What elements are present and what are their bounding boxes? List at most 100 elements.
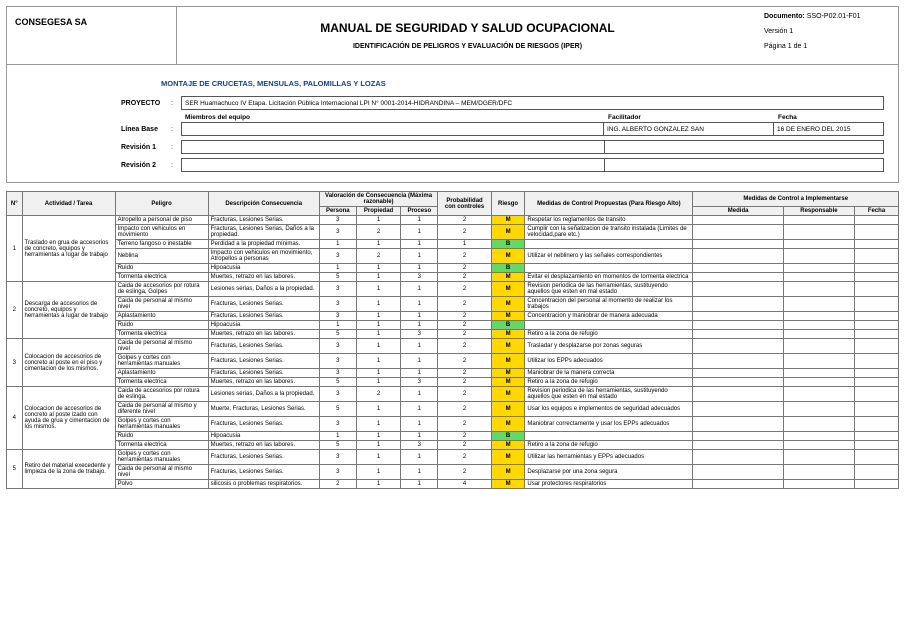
th-mci: Medidas de Control a Implementarse — [693, 192, 899, 207]
cell-riesgo: M — [491, 312, 525, 321]
cell-propiedad: 1 — [356, 312, 400, 321]
cell-medida-imp — [693, 216, 783, 225]
cell-peligro: Caida de personal al mismo nivel — [115, 339, 208, 354]
table-row: RuidoHipoacusia1112B — [7, 264, 899, 273]
cell-medida-imp — [693, 282, 783, 297]
cell-desc: Fracturas, Lesiones Serias. — [208, 369, 319, 378]
cell-prob: 2 — [438, 450, 491, 465]
cell-medida-imp — [693, 240, 783, 249]
cell-proceso: 1 — [401, 297, 438, 312]
company-name: CONSEGESA SA — [7, 7, 177, 64]
cell-persona: 3 — [319, 312, 356, 321]
cell-medidas: Revision periodica de las herramientas, … — [525, 387, 693, 402]
cell-persona: 2 — [319, 480, 356, 489]
cell-medidas: Maniobrar correctamente y usar los EPPs … — [525, 417, 693, 432]
cell-responsable — [783, 312, 854, 321]
cell-peligro: Ruido — [115, 321, 208, 330]
cell-propiedad: 1 — [356, 432, 400, 441]
lineabase-row: Línea Base : ING. ALBERTO GONZALEZ SAN 1… — [21, 122, 884, 136]
cell-peligro: Aplastamiento — [115, 312, 208, 321]
cell-prob: 2 — [438, 216, 491, 225]
cell-desc: Fracturas, Lesiones Serias. — [208, 354, 319, 369]
cell-persona: 3 — [319, 282, 356, 297]
cell-propiedad: 1 — [356, 441, 400, 450]
cell-prob: 2 — [438, 378, 491, 387]
cell-desc: Fracturas, Lesiones Serias. — [208, 297, 319, 312]
cell-medidas: Trasladar y desplazarse por zonas segura… — [525, 339, 693, 354]
cell-peligro: Tormenta electrica — [115, 273, 208, 282]
cell-prob: 2 — [438, 321, 491, 330]
cell-responsable — [783, 417, 854, 432]
cell-prob: 2 — [438, 369, 491, 378]
cell-desc: Muerte, Fracturas, Lesiones Serias. — [208, 402, 319, 417]
cell-responsable — [783, 216, 854, 225]
cell-medidas: Evitar el desplazamiento en momentos de … — [525, 273, 693, 282]
cell-proceso: 3 — [401, 378, 438, 387]
cell-persona: 3 — [319, 339, 356, 354]
cell-riesgo: M — [491, 417, 525, 432]
cell-medidas: Usar protectores respiratorios — [525, 480, 693, 489]
cell-riesgo: M — [491, 441, 525, 450]
cell-desc: Lesiones serias, Daños a la propiedad. — [208, 387, 319, 402]
cell-persona: 1 — [319, 240, 356, 249]
section-title: MONTAJE DE CRUCETAS, MENSULAS, PALOMILLA… — [161, 79, 884, 88]
cell-riesgo: M — [491, 387, 525, 402]
cell-fecha — [854, 339, 898, 354]
cell-activity: Colocacion de accesorios de concreto al … — [22, 339, 115, 387]
cell-persona: 3 — [319, 369, 356, 378]
cell-riesgo: M — [491, 354, 525, 369]
cell-propiedad: 2 — [356, 225, 400, 240]
th-n: N° — [7, 192, 23, 216]
cell-riesgo: M — [491, 297, 525, 312]
cell-fecha — [854, 465, 898, 480]
cell-medidas — [525, 321, 693, 330]
cell-proceso: 1 — [401, 312, 438, 321]
table-row: Tormenta electricaMuertes, retrazo en la… — [7, 378, 899, 387]
cell-fecha — [854, 225, 898, 240]
cell-propiedad: 1 — [356, 264, 400, 273]
cell-medida-imp — [693, 225, 783, 240]
cell-medidas: Usar los equipos e implementos de seguri… — [525, 402, 693, 417]
cell-responsable — [783, 432, 854, 441]
cell-peligro: Polvo — [115, 480, 208, 489]
cell-medida-imp — [693, 417, 783, 432]
cell-medidas: Maniobrar de la manera correcta — [525, 369, 693, 378]
cell-medida-imp — [693, 432, 783, 441]
version-row: Versión 1 — [764, 28, 892, 35]
cell-prob: 2 — [438, 432, 491, 441]
cell-fecha — [854, 387, 898, 402]
cell-proceso: 1 — [401, 225, 438, 240]
cell-prob: 2 — [438, 225, 491, 240]
cell-medidas: Concentracion del personal al momento de… — [525, 297, 693, 312]
manual-title: MANUAL DE SEGURIDAD Y SALUD OCUPACIONAL — [183, 21, 752, 35]
th-per: Persona — [319, 207, 356, 216]
cell-persona: 3 — [319, 387, 356, 402]
cell-proceso: 1 — [401, 465, 438, 480]
table-row: Caida de personal al mismo nivelFractura… — [7, 297, 899, 312]
cell-fecha — [854, 312, 898, 321]
cell-peligro: Neblina — [115, 249, 208, 264]
cell-medidas: Utilizar el neblinero y las señales corr… — [525, 249, 693, 264]
cell-responsable — [783, 441, 854, 450]
rev2-box-b — [604, 158, 884, 172]
cell-activity: Retiro del material execedente y limpiez… — [22, 450, 115, 489]
cell-n: 2 — [7, 282, 23, 339]
cell-medidas — [525, 240, 693, 249]
cell-n: 3 — [7, 339, 23, 387]
cell-persona: 1 — [319, 432, 356, 441]
table-row: Tormenta electricaMuertes, retrazo en la… — [7, 273, 899, 282]
cell-n: 5 — [7, 450, 23, 489]
cell-peligro: Tormenta electrica — [115, 441, 208, 450]
th-ris: Riesgo — [491, 192, 525, 216]
cell-responsable — [783, 225, 854, 240]
cell-medidas: Retiro a la zona de refugio — [525, 330, 693, 339]
cell-propiedad: 1 — [356, 402, 400, 417]
cell-activity: Traslado en grua de accesorios de concre… — [22, 216, 115, 282]
facilitador-box: ING. ALBERTO GONZALEZ SAN — [604, 122, 774, 136]
cell-propiedad: 2 — [356, 249, 400, 264]
cell-desc: Fracturas, Lesiones Serias. — [208, 450, 319, 465]
cell-fecha — [854, 480, 898, 489]
cell-desc: Perdidad a la propiedad mínimas. — [208, 240, 319, 249]
cell-proceso: 1 — [401, 387, 438, 402]
cell-responsable — [783, 402, 854, 417]
